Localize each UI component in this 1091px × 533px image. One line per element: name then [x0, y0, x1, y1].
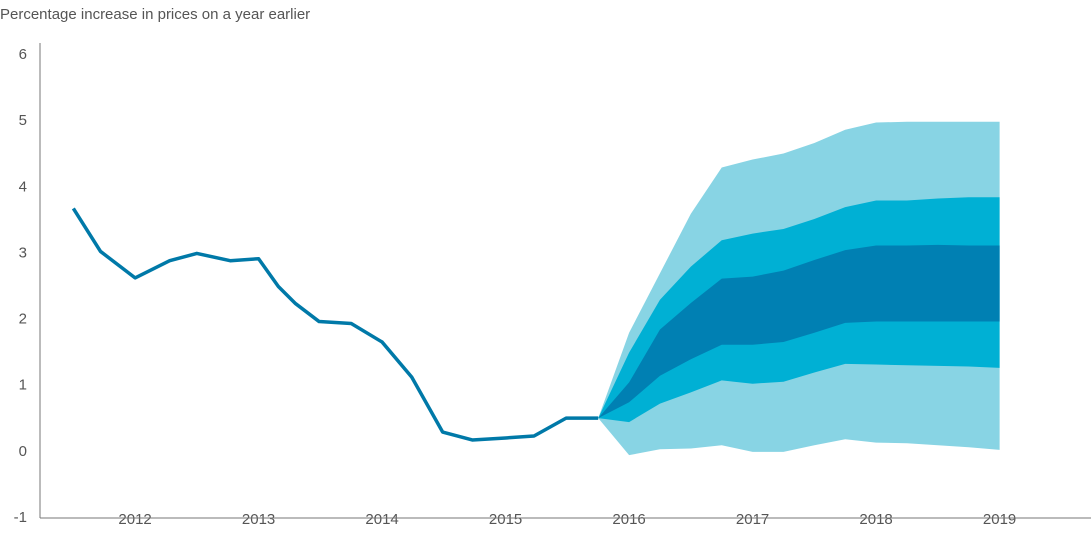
chart-title: Percentage increase in prices on a year …	[0, 6, 310, 23]
data-line	[71, 207, 599, 442]
y-tick-label: 0	[19, 443, 27, 460]
y-tick-label: 5	[19, 112, 27, 129]
fan-band	[598, 244, 1000, 419]
x-tick-label: 2014	[365, 511, 398, 528]
x-tick-label: 2015	[489, 511, 522, 528]
y-tick-label: -1	[14, 509, 27, 526]
x-tick-label: 2017	[736, 511, 769, 528]
y-tick-label: 1	[19, 377, 27, 394]
x-tick-label: 2018	[859, 511, 892, 528]
x-tick-label: 2016	[612, 511, 645, 528]
x-tick-label: 2019	[983, 511, 1016, 528]
y-tick-label: 3	[19, 244, 27, 261]
x-tick-label: 2012	[118, 511, 151, 528]
x-tick-label: 2013	[242, 511, 275, 528]
y-tick-label: 2	[19, 311, 27, 328]
y-tick-label: 4	[19, 178, 27, 195]
y-tick-label: 6	[19, 46, 27, 63]
